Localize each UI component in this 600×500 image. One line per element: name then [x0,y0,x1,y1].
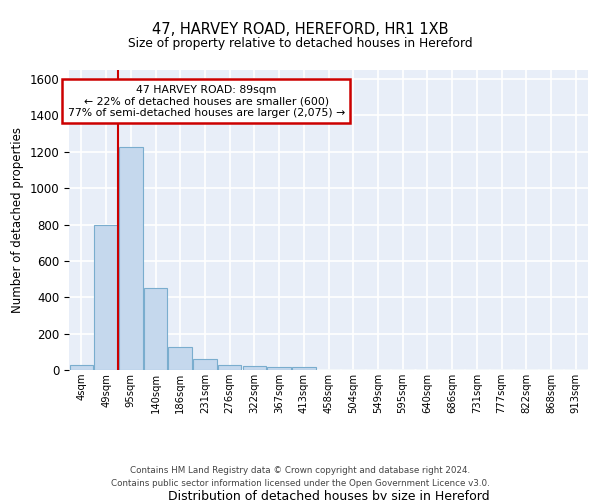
Text: 47, HARVEY ROAD, HEREFORD, HR1 1XB: 47, HARVEY ROAD, HEREFORD, HR1 1XB [152,22,448,38]
Bar [292,368,316,370]
Text: Contains HM Land Registry data © Crown copyright and database right 2024.
Contai: Contains HM Land Registry data © Crown c… [110,466,490,487]
Bar [119,148,143,370]
Y-axis label: Number of detached properties: Number of detached properties [11,127,24,313]
Bar [242,366,266,370]
Bar [218,366,241,370]
Bar [70,366,93,370]
Bar [144,288,167,370]
X-axis label: Distribution of detached houses by size in Hereford: Distribution of detached houses by size … [167,490,490,500]
Text: Size of property relative to detached houses in Hereford: Size of property relative to detached ho… [128,38,472,51]
Bar [94,224,118,370]
Bar [193,359,217,370]
Bar [169,348,192,370]
Bar [268,368,291,370]
Text: 47 HARVEY ROAD: 89sqm
← 22% of detached houses are smaller (600)
77% of semi-det: 47 HARVEY ROAD: 89sqm ← 22% of detached … [68,84,345,117]
